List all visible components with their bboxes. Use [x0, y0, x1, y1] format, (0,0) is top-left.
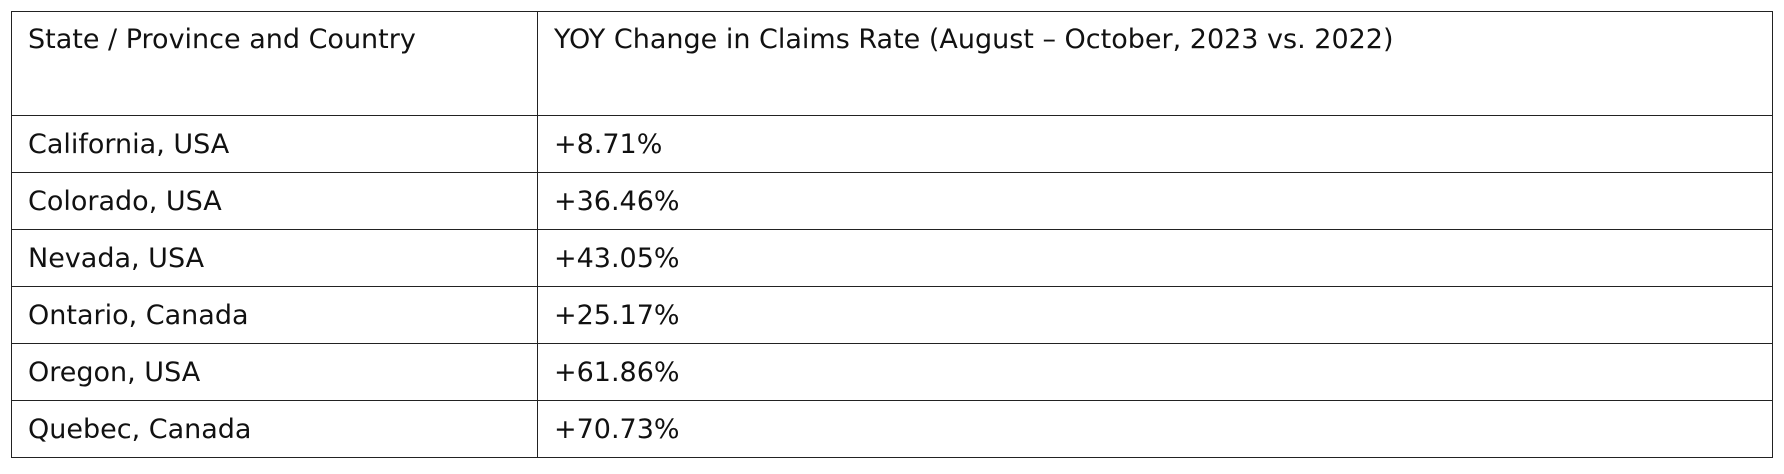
header-cell: State / Province and Country	[11, 11, 538, 116]
change-cell: +8.71%	[537, 115, 1773, 173]
change-cell: +70.73%	[537, 400, 1773, 458]
table-row: Quebec, Canada +70.73%	[11, 400, 1773, 458]
header-row: State / Province and Country YOY Change …	[11, 11, 1773, 116]
table-row: Nevada, USA +43.05%	[11, 229, 1773, 287]
change-cell: +36.46%	[537, 172, 1773, 230]
header-cell: YOY Change in Claims Rate (August – Octo…	[537, 11, 1773, 116]
table-header: State / Province and Country YOY Change …	[11, 11, 1773, 116]
region-cell: Ontario, Canada	[11, 286, 538, 344]
region-cell: Oregon, USA	[11, 343, 538, 401]
table-body: California, USA +8.71% Colorado, USA +36.46…	[11, 115, 1773, 458]
change-cell: +25.17%	[537, 286, 1773, 344]
table-row: Oregon, USA +61.86%	[11, 343, 1773, 401]
region-cell: Colorado, USA	[11, 172, 538, 230]
region-cell: Nevada, USA	[11, 229, 538, 287]
change-cell: +43.05%	[537, 229, 1773, 287]
region-cell: California, USA	[11, 115, 538, 173]
table-row: California, USA +8.71%	[11, 115, 1773, 173]
table-row: Ontario, Canada +25.17%	[11, 286, 1773, 344]
claims-table: State / Province and Country YOY Change …	[11, 11, 1773, 458]
region-cell: Quebec, Canada	[11, 400, 538, 458]
table-row: Colorado, USA +36.46%	[11, 172, 1773, 230]
change-cell: +61.86%	[537, 343, 1773, 401]
